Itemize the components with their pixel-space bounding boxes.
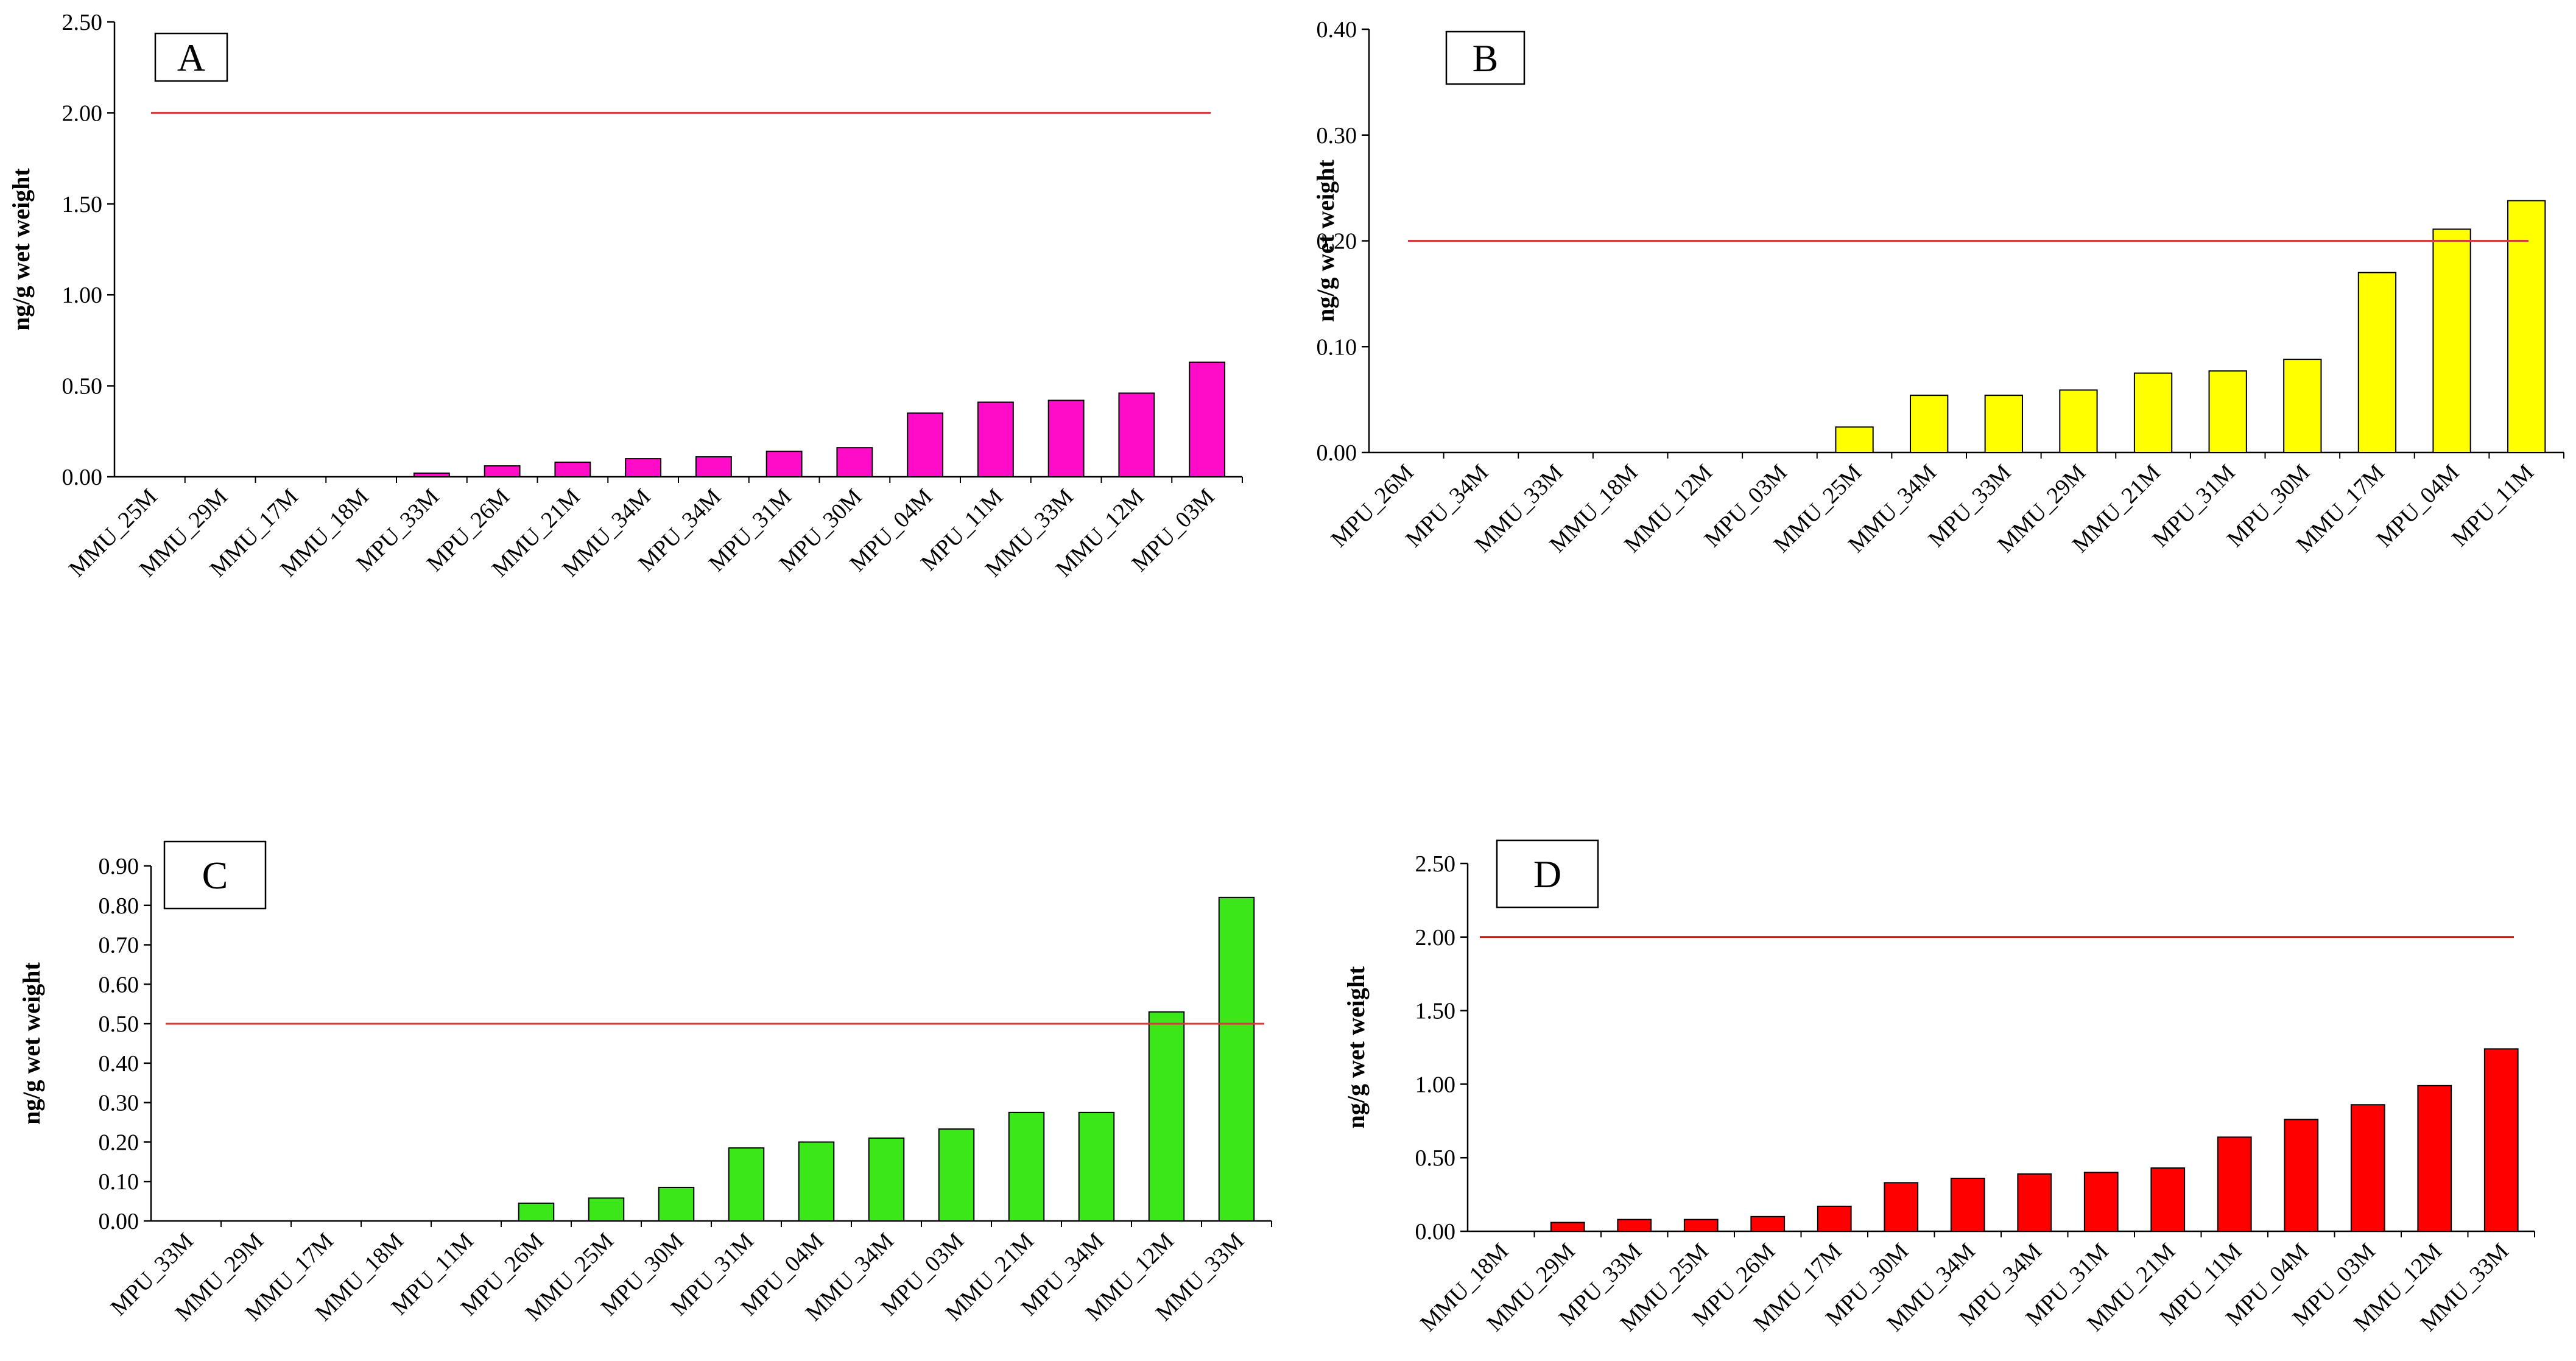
bar-mmu-29m (1550, 1222, 1585, 1233)
bar-mmu-33m (1047, 399, 1085, 478)
bar-mmu-25m (1683, 1219, 1719, 1232)
bar-mmu-29m (2059, 389, 2098, 453)
x-tick-label: MPU_11M (2447, 460, 2539, 552)
y-tick-label: 0.30 (1317, 123, 1357, 149)
bar-mmu-34m (1910, 395, 1949, 453)
bar-mmu-21m (2133, 372, 2173, 453)
y-tick-label: 1.50 (62, 192, 103, 217)
bar-mmu-21m (554, 462, 591, 478)
bar-mpu-33m (1984, 395, 2023, 453)
bar-mpu-04m (907, 412, 944, 477)
panel-label-box (1445, 30, 1526, 85)
bar-mpu-04m (2432, 228, 2471, 453)
bar-mpu-26m (484, 465, 521, 478)
y-tick-label: 0.50 (1415, 1145, 1456, 1171)
y-tick-label: 1.00 (1415, 1072, 1456, 1097)
bar-mpu-30m (2283, 359, 2322, 453)
bar-mpu-31m (2208, 370, 2247, 454)
bar-mpu-11m (2507, 200, 2546, 453)
y-tick-label: 0.70 (99, 933, 139, 958)
bar-mmu-34m (1950, 1178, 1985, 1233)
bar-mmu-21m (1008, 1111, 1045, 1222)
panel-label: D (1533, 853, 1561, 896)
y-tick-label: 0.50 (99, 1011, 139, 1037)
bar-mpu-31m (765, 451, 803, 478)
bar-mpu-26m (1750, 1215, 1786, 1232)
y-tick-label: 0.50 (62, 374, 103, 399)
bar-mpu-31m (2083, 1172, 2119, 1232)
y-tick-label: 0.00 (1415, 1219, 1456, 1245)
bar-mpu-30m (658, 1186, 695, 1222)
y-axis-title: ng/g wet weight (7, 168, 35, 331)
bar-mmu-25m (588, 1197, 625, 1222)
y-axis-title: ng/g wet weight (1342, 966, 1370, 1128)
bar-mpu-33m (413, 473, 450, 477)
x-tick-label: MPU_04M (2371, 460, 2464, 552)
panel-label: B (1473, 37, 1499, 80)
bar-mpu-04m (2284, 1119, 2319, 1233)
bar-mpu-34m (1078, 1111, 1115, 1222)
y-tick-label: 0.90 (99, 854, 139, 879)
y-tick-label: 0.10 (1317, 334, 1357, 360)
bar-mmu-34m (868, 1137, 905, 1222)
panel-label-box (1496, 839, 1599, 909)
bar-mpu-03m (1189, 361, 1226, 477)
bar-mpu-03m (2350, 1104, 2385, 1232)
y-tick-label: 0.30 (99, 1091, 139, 1116)
y-tick-label: 1.50 (1415, 999, 1456, 1024)
chart-panel-b: 0.000.100.200.300.40MPU_26MMPU_34MMMU_33… (1312, 17, 2564, 558)
y-tick-label: 2.00 (62, 100, 103, 126)
chart-panel-c: 0.00 0.10 0.20 0.30 0.40 0.50 0.60 0.70 0.80 0.90… (18, 840, 1272, 1326)
bar-mpu-33m (1617, 1219, 1652, 1232)
bar-mpu-04m (798, 1141, 835, 1222)
y-tick-label: 2.50 (1415, 851, 1456, 877)
y-axis-title: ng/g wet weight (1312, 160, 1339, 322)
y-tick-label: 0.40 (99, 1051, 139, 1077)
y-tick-label: 1.00 (62, 283, 103, 308)
y-tick-label: 0.40 (1317, 17, 1357, 43)
chart-panel-d: 0.000.501.001.502.002.50MMU_18MMMU_29MMP… (1342, 839, 2535, 1337)
bar-mpu-11m (2217, 1136, 2252, 1232)
panel-label: A (177, 36, 205, 79)
bar-mpu-26m (518, 1202, 555, 1222)
bar-mpu-03m (938, 1128, 975, 1222)
bar-mmu-34m (625, 458, 662, 477)
bar-mpu-31m (728, 1147, 765, 1222)
bar-mmu-33m (2483, 1048, 2519, 1233)
y-tick-label: 0.60 (99, 972, 139, 997)
panel-label: C (202, 854, 228, 897)
bar-mpu-34m (695, 456, 732, 478)
bar-mmu-12m (1148, 1011, 1185, 1222)
y-tick-label: 0.00 (99, 1209, 139, 1234)
bar-mpu-30m (1884, 1182, 1919, 1232)
y-tick-label: 0.80 (99, 893, 139, 919)
y-tick-label: 0.20 (1317, 229, 1357, 255)
bar-mmu-17m (2357, 272, 2397, 453)
bar-mmu-12m (1118, 392, 1155, 477)
panel-label-box (163, 840, 267, 910)
y-tick-label: 0.00 (62, 465, 103, 490)
y-tick-label: 0.00 (1317, 440, 1357, 466)
bar-mmu-12m (2417, 1085, 2452, 1233)
y-tick-label: 0.20 (99, 1130, 139, 1155)
bar-mmu-17m (1817, 1205, 1852, 1232)
bar-mmu-21m (2150, 1167, 2186, 1233)
bar-mmu-25m (1835, 426, 1874, 453)
bar-mpu-30m (836, 447, 873, 478)
chart-panel-a: 0.000.501.001.502.002.50MMU_25MMMU_29MMM… (7, 10, 1243, 582)
bar-mmu-33m (1218, 896, 1255, 1222)
bar-mpu-11m (977, 401, 1014, 478)
bar-mpu-34m (2017, 1173, 2052, 1232)
panel-label-box (154, 32, 228, 82)
y-axis-title: ng/g wet weight (18, 962, 45, 1125)
y-tick-label: 2.00 (1415, 925, 1456, 951)
y-tick-label: 0.10 (99, 1169, 139, 1195)
y-tick-label: 2.50 (62, 10, 103, 35)
